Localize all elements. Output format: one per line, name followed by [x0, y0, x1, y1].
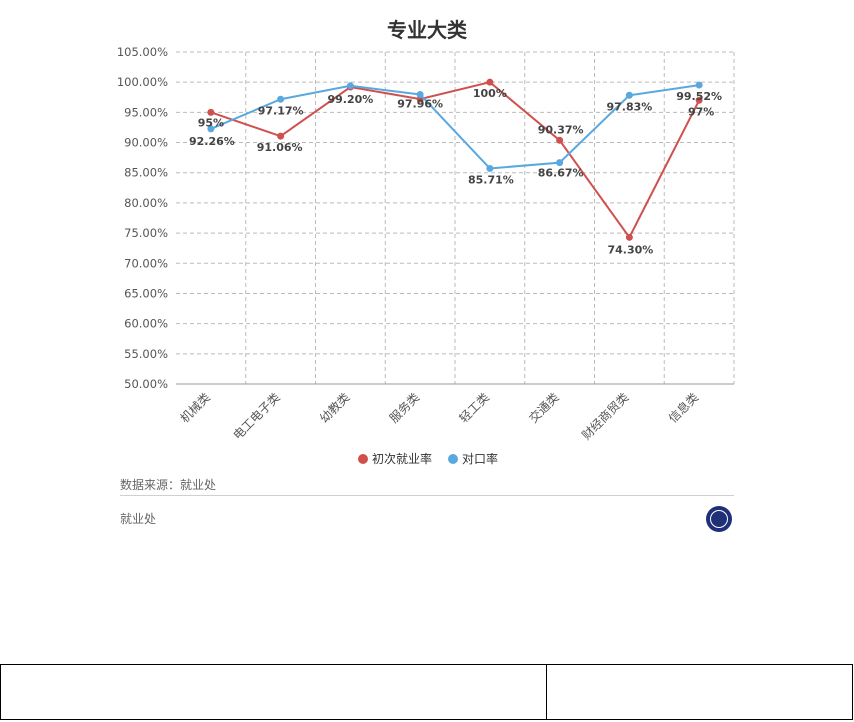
y-tick-label: 75.00% [124, 226, 168, 240]
y-tick-label: 55.00% [124, 347, 168, 361]
y-tick-label: 85.00% [124, 166, 168, 180]
y-tick-label: 100.00% [117, 75, 168, 89]
x-tick-label: 机械类 [177, 390, 213, 426]
data-point [486, 78, 494, 86]
footer-divider [120, 495, 734, 496]
data-point [695, 81, 703, 89]
data-point [486, 164, 494, 172]
y-tick-label: 90.00% [124, 136, 168, 150]
legend-label: 对口率 [462, 451, 498, 466]
x-tick-label: 财经商贸类 [578, 390, 631, 443]
data-point [625, 233, 633, 241]
data-point [556, 136, 564, 144]
footer-org-name: 就业处 [120, 512, 157, 526]
data-label: 91.06% [257, 141, 303, 154]
data-label: 90.37% [538, 123, 584, 136]
data-point [625, 91, 633, 99]
data-label: 97.83% [606, 100, 652, 113]
data-label: 85.71% [468, 173, 514, 186]
y-tick-label: 70.00% [124, 256, 168, 270]
data-label: 99.52% [676, 90, 722, 103]
data-point [556, 159, 564, 167]
data-point [207, 125, 215, 133]
data-label: 99.20% [327, 93, 373, 106]
data-label: 100% [473, 87, 507, 100]
y-tick-label: 95.00% [124, 105, 168, 119]
data-point [277, 132, 285, 140]
university-seal-icon [706, 506, 732, 532]
data-point [695, 96, 703, 104]
data-label: 95% [198, 116, 224, 129]
x-tick-label: 幼教类 [316, 390, 352, 426]
x-tick-label: 信息类 [665, 390, 701, 426]
data-label: 97% [688, 105, 714, 118]
data-label: 74.30% [607, 243, 653, 256]
data-point [277, 95, 285, 103]
y-tick-label: 105.00% [117, 45, 168, 59]
table-cell-divider [546, 665, 547, 719]
series-line [210, 81, 701, 240]
series-line [210, 84, 700, 170]
x-tick-label: 交通类 [526, 390, 562, 426]
x-tick-label: 轻工类 [457, 390, 492, 425]
empty-table [0, 664, 853, 720]
chart-title: 专业大类 [387, 18, 467, 42]
x-tick-label: 电工电子类 [230, 390, 282, 442]
data-label: 97.17% [258, 104, 304, 117]
data-point [416, 90, 424, 98]
legend-marker [448, 454, 458, 464]
y-tick-label: 65.00% [124, 286, 168, 300]
legend-label: 初次就业率 [372, 451, 432, 466]
data-label: 97.96% [397, 97, 443, 110]
y-tick-label: 60.00% [124, 317, 168, 331]
x-tick-label: 服务类 [386, 390, 422, 426]
y-tick-label: 50.00% [124, 377, 168, 391]
data-point [207, 108, 215, 116]
data-source-note: 数据来源：就业处 [120, 478, 217, 492]
data-point [346, 82, 354, 90]
data-label: 92.26% [189, 135, 235, 148]
legend-marker [358, 454, 368, 464]
data-label: 86.67% [538, 167, 584, 180]
y-tick-label: 80.00% [124, 196, 168, 210]
line-chart: 专业大类 50.00% 55.00% 60.00% 65.00% 70.00% 75.00%… [117, 18, 735, 466]
